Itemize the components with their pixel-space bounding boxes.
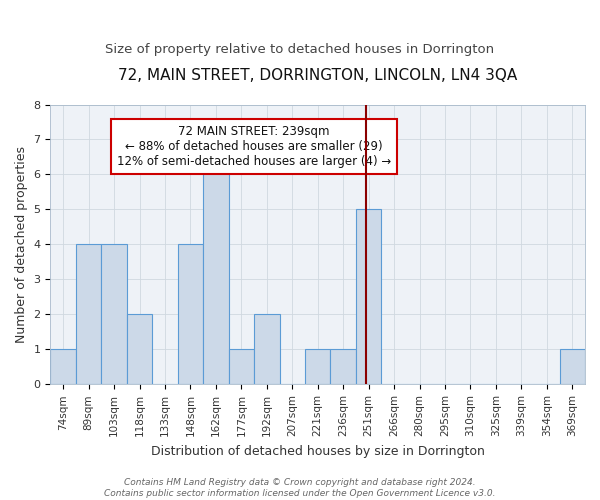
Bar xyxy=(254,314,280,384)
Y-axis label: Number of detached properties: Number of detached properties xyxy=(15,146,28,343)
Bar xyxy=(178,244,203,384)
Bar xyxy=(50,350,76,384)
X-axis label: Distribution of detached houses by size in Dorrington: Distribution of detached houses by size … xyxy=(151,444,485,458)
Text: Size of property relative to detached houses in Dorrington: Size of property relative to detached ho… xyxy=(106,42,494,56)
Bar xyxy=(101,244,127,384)
Text: Contains HM Land Registry data © Crown copyright and database right 2024.
Contai: Contains HM Land Registry data © Crown c… xyxy=(104,478,496,498)
Bar xyxy=(331,350,356,384)
Bar xyxy=(127,314,152,384)
Bar xyxy=(356,210,382,384)
Bar xyxy=(560,350,585,384)
Title: 72, MAIN STREET, DORRINGTON, LINCOLN, LN4 3QA: 72, MAIN STREET, DORRINGTON, LINCOLN, LN… xyxy=(118,68,517,82)
Bar xyxy=(229,350,254,384)
Bar xyxy=(203,140,229,384)
Bar xyxy=(305,350,331,384)
Text: 72 MAIN STREET: 239sqm
← 88% of detached houses are smaller (29)
12% of semi-det: 72 MAIN STREET: 239sqm ← 88% of detached… xyxy=(117,125,391,168)
Bar xyxy=(76,244,101,384)
